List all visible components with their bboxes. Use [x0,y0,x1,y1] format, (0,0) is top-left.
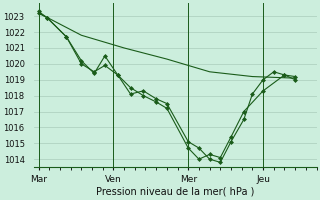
X-axis label: Pression niveau de la mer( hPa ): Pression niveau de la mer( hPa ) [96,187,255,197]
